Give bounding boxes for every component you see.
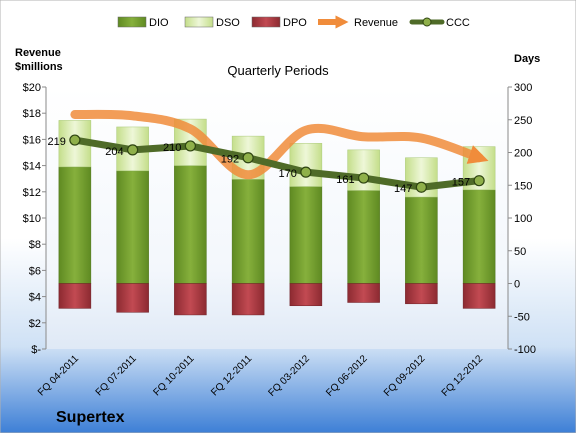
legend-swatch-dio xyxy=(117,16,147,28)
right-tick-label: 200 xyxy=(514,148,532,160)
left-tick-label: $14 xyxy=(23,161,41,173)
left-tick-label: $20 xyxy=(23,82,41,94)
ccc-point xyxy=(415,181,427,193)
left-tick-label: $12 xyxy=(23,187,41,199)
right-axis-title: Days xyxy=(514,53,540,65)
bar-dpo xyxy=(462,283,496,309)
bar-dpo xyxy=(116,283,149,313)
right-tick-label: -100 xyxy=(514,344,536,356)
ccc-point xyxy=(69,134,81,146)
ccc-point xyxy=(127,144,139,156)
bar-dso xyxy=(347,149,380,191)
legend: DIO DSO DPO Revenue CCC xyxy=(117,15,470,29)
legend-label: Revenue xyxy=(354,17,398,29)
ccc-data-label: 161 xyxy=(336,174,354,186)
ccc-point xyxy=(242,152,254,164)
bar-dio xyxy=(116,170,149,284)
bar-dio xyxy=(231,179,265,284)
left-axis-title-line1: Revenue xyxy=(15,47,61,59)
ccc-series: 219 204 210 192 170 161 147 157 xyxy=(48,134,485,195)
right-tick-label: 250 xyxy=(514,115,532,127)
right-tick-label: -50 xyxy=(514,311,530,323)
legend-marker-ccc xyxy=(422,17,432,27)
right-tick-label: 150 xyxy=(514,180,532,192)
ccc-point xyxy=(300,166,312,178)
left-axis-title-line2: $millions xyxy=(15,61,63,73)
bar-dpo xyxy=(58,283,92,309)
legend-swatch-dso xyxy=(184,16,214,28)
legend-swatch-dpo xyxy=(251,16,281,28)
right-tick-label: 50 xyxy=(514,246,526,258)
ccc-data-label: 219 xyxy=(48,136,66,148)
left-axis: $- $2 $4 $6 $8 $10 $12 $14 $16 $18 $20 xyxy=(23,82,47,356)
bar-dpo xyxy=(174,283,207,316)
ccc-data-label: 157 xyxy=(452,177,470,189)
right-axis: -100 -50 0 50 100 150 200 250 300 xyxy=(507,82,536,356)
plot-area xyxy=(46,87,508,349)
left-tick-label: $- xyxy=(31,344,41,356)
ccc-data-label: 170 xyxy=(279,168,297,180)
left-tick-label: $4 xyxy=(29,292,41,304)
legend-label: DPO xyxy=(283,17,307,29)
right-tick-label: 300 xyxy=(514,82,532,94)
ccc-data-label: 210 xyxy=(163,142,181,154)
bar-dpo xyxy=(231,283,265,316)
left-tick-label: $6 xyxy=(29,265,41,277)
bar-dio xyxy=(58,166,92,284)
legend-label: DSO xyxy=(216,17,240,29)
right-tick-label: 100 xyxy=(514,213,532,225)
bar-dio xyxy=(289,186,323,284)
chart-title: Quarterly Periods xyxy=(227,63,329,78)
left-tick-label: $2 xyxy=(29,318,41,330)
ccc-line xyxy=(71,136,483,191)
left-tick-label: $10 xyxy=(23,213,41,225)
ccc-point xyxy=(358,172,370,184)
left-tick-label: $18 xyxy=(23,108,41,120)
left-tick-label: $16 xyxy=(23,134,41,146)
right-tick-label: 0 xyxy=(514,279,520,291)
ccc-data-label: 147 xyxy=(394,183,412,195)
bar-dio xyxy=(174,165,207,284)
legend-label: DIO xyxy=(149,17,169,29)
company-name: Supertex xyxy=(56,409,125,426)
bar-dio xyxy=(405,196,438,284)
bar-dpo xyxy=(347,283,380,303)
left-tick-label: $8 xyxy=(29,239,41,251)
ccc-data-label: 192 xyxy=(221,154,239,166)
bar-dio xyxy=(347,190,380,284)
bar-dpo xyxy=(289,283,323,307)
ccc-data-label: 204 xyxy=(105,146,123,158)
ccc-point xyxy=(473,175,485,187)
ccc-point xyxy=(184,140,196,152)
legend-label: CCC xyxy=(446,17,470,29)
bar-dio xyxy=(462,189,496,284)
bar-dpo xyxy=(405,283,438,305)
